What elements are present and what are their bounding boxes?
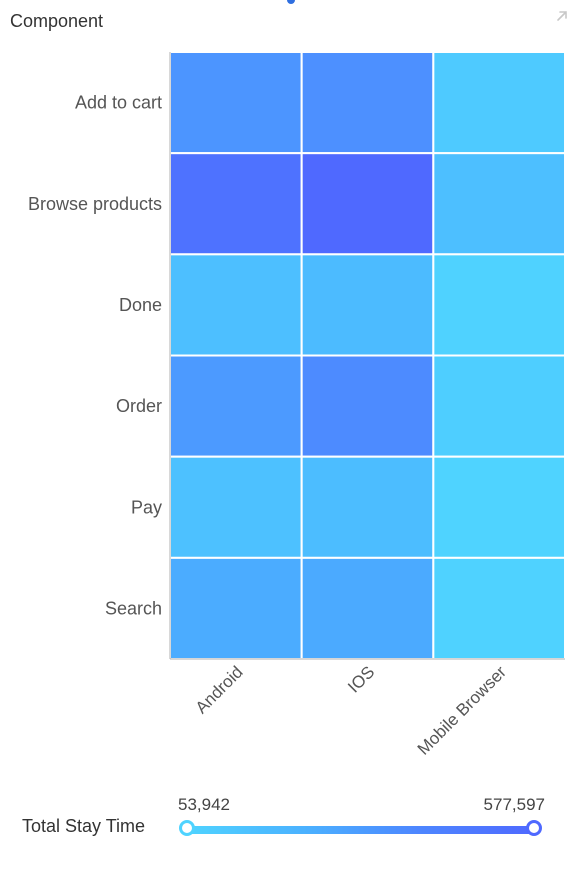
heatmap-cell[interactable]	[169, 51, 303, 155]
x-tick-label: Android	[192, 662, 247, 717]
legend-max-handle[interactable]	[526, 820, 542, 836]
heatmap-cell[interactable]	[432, 51, 567, 155]
heatmap-cell[interactable]	[169, 253, 303, 357]
heatmap-cell[interactable]	[300, 253, 435, 357]
heatmap-cell[interactable]	[300, 556, 435, 661]
y-tick-label: Pay	[131, 497, 162, 517]
heatmap-cell[interactable]	[300, 51, 435, 155]
x-tick-label: IOS	[344, 662, 378, 696]
heatmap-cell[interactable]	[432, 455, 567, 559]
legend-gradient-bar[interactable]	[187, 826, 535, 834]
y-tick-label: Search	[105, 598, 162, 618]
heatmap-cell[interactable]	[432, 152, 567, 256]
expand-icon[interactable]	[552, 6, 572, 26]
x-tick-label: Mobile Browser	[414, 662, 511, 759]
heatmap-cell[interactable]	[169, 152, 303, 256]
y-tick-label: Browse products	[28, 194, 162, 214]
legend-min-handle[interactable]	[179, 820, 195, 836]
y-tick-label: Done	[119, 295, 162, 315]
heatmap-cell[interactable]	[432, 354, 567, 458]
legend-max-value: 577,597	[483, 795, 545, 814]
heatmap-cell[interactable]	[432, 253, 567, 357]
heatmap-cell[interactable]	[432, 556, 567, 661]
heatmap-cell[interactable]	[300, 354, 435, 458]
component-title: Component	[10, 11, 104, 31]
heatmap-cell[interactable]	[169, 354, 303, 458]
legend-title: Total Stay Time	[22, 816, 146, 836]
legend-min-value: 53,942	[178, 795, 230, 814]
heatmap-cell[interactable]	[300, 152, 435, 256]
y-tick-label: Order	[116, 396, 162, 416]
heatmap-cell[interactable]	[169, 556, 303, 661]
y-tick-label: Add to cart	[75, 93, 162, 113]
heatmap-cell[interactable]	[169, 455, 303, 559]
carousel-indicator-dot	[287, 0, 295, 4]
heatmap-cell[interactable]	[300, 455, 435, 559]
